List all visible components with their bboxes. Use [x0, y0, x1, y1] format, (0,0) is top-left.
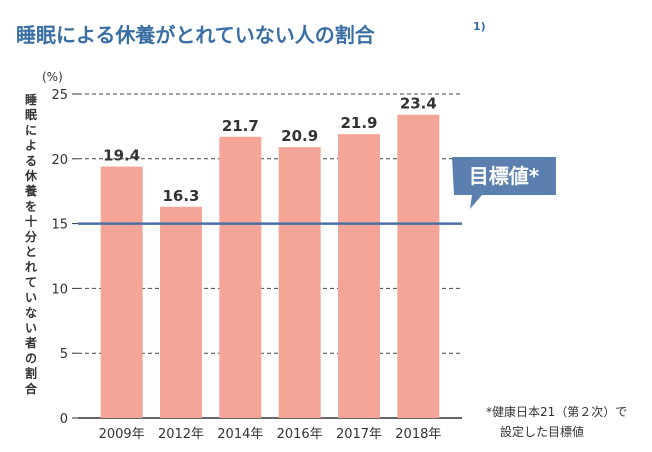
y-axis-unit: (%) — [42, 70, 63, 84]
x-tick-label: 2009年 — [99, 427, 145, 442]
target-line-group: 目標値* — [78, 157, 556, 225]
y-axis-label-char: 休 — [24, 168, 38, 183]
y-axis-label-char: い — [25, 321, 37, 335]
x-tick-label: 2018年 — [395, 427, 441, 442]
bar-value-label: 20.9 — [281, 127, 318, 145]
bar — [278, 147, 321, 419]
y-axis-label-char: 者 — [24, 335, 37, 350]
bar — [100, 166, 143, 418]
y-tick-label: 15 — [51, 218, 68, 233]
bar — [160, 206, 202, 418]
x-tick-label: 2017年 — [336, 427, 382, 442]
y-tick-label: 5 — [60, 347, 68, 362]
y-axis-label-char: る — [25, 154, 37, 168]
bar — [219, 136, 262, 418]
x-tick-labels: 2009年 2012年 2014年 2016年 2017年 2018年 — [99, 427, 442, 442]
bar-value-label: 23.4 — [400, 95, 437, 113]
x-tick-label: 2016年 — [277, 427, 323, 442]
bar-value-label: 21.7 — [222, 117, 259, 135]
y-axis-label-char: 養 — [24, 183, 37, 198]
y-axis-label-char: と — [25, 245, 37, 259]
y-tick-label: 10 — [51, 282, 68, 297]
y-axis-label-char: を — [25, 199, 37, 213]
chart-title-superscript: 1) — [473, 20, 486, 33]
footnote-line-2: 設定した目標値 — [500, 424, 584, 439]
y-axis-label-char: 眠 — [25, 108, 37, 122]
x-tick-label: 2014年 — [217, 427, 263, 442]
y-tick-label: 25 — [51, 88, 68, 103]
bar — [397, 114, 440, 419]
x-tick-label: 2012年 — [158, 427, 204, 442]
bars — [100, 114, 440, 419]
bar-value-label: 19.4 — [103, 147, 140, 165]
y-axis-label-char: の — [25, 351, 37, 365]
y-axis-label-char: に — [25, 123, 37, 137]
y-tick-label: 0 — [60, 412, 68, 427]
y-axis-label-char: よ — [25, 139, 37, 153]
y-axis-label-char: 割 — [25, 366, 37, 381]
bar-value-label: 16.3 — [162, 187, 199, 205]
y-tick-label: 20 — [51, 153, 68, 168]
y-axis-label-char: て — [25, 275, 37, 289]
bar — [338, 134, 380, 418]
y-axis-label-char: 睡 — [25, 92, 37, 107]
y-axis-label-char: な — [25, 306, 37, 320]
target-badge — [452, 157, 556, 209]
y-axis-label-char: 分 — [25, 229, 37, 244]
y-axis-label-char: い — [25, 291, 37, 305]
y-axis-label-char: 合 — [25, 381, 38, 396]
target-badge-label: 目標値* — [469, 164, 540, 188]
y-tick-labels: 0 5 10 15 20 25 — [51, 88, 68, 427]
y-axis-label-char: れ — [25, 260, 37, 274]
value-labels: 19.4 16.3 21.7 20.9 21.9 23.4 — [103, 95, 437, 205]
footnote-line-1: *健康日本21（第２次）で — [486, 404, 627, 419]
y-axis-label-char: 十 — [25, 214, 37, 229]
bar-value-label: 21.9 — [340, 114, 377, 132]
chart-title: 睡眠による休養がとれていない人の割合 — [16, 23, 376, 47]
